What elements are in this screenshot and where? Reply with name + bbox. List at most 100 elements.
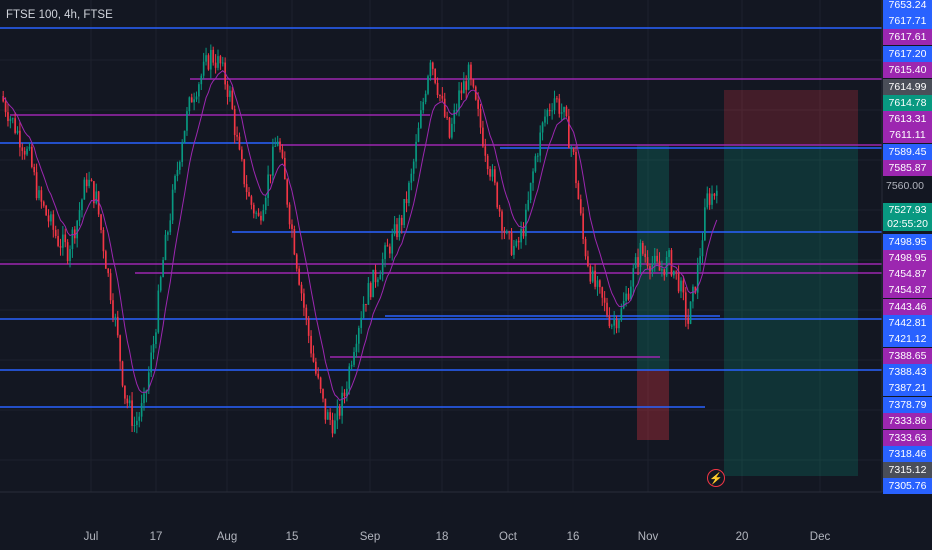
candle-body xyxy=(644,253,647,258)
price-axis-tag: 7333.63 xyxy=(883,430,932,446)
candle-body xyxy=(38,190,40,199)
candle-body xyxy=(221,62,224,64)
candle-body xyxy=(541,122,544,133)
price-axis-tag: 7653.24 xyxy=(883,0,932,13)
candle-body xyxy=(424,93,427,102)
candle-body xyxy=(152,344,155,353)
long-position-stop-zone[interactable] xyxy=(724,90,858,145)
candle-body xyxy=(4,101,7,113)
candle-body xyxy=(398,217,401,238)
candle-body xyxy=(300,284,303,294)
candle-body xyxy=(133,425,136,427)
candle-body xyxy=(618,320,620,329)
candle-body xyxy=(704,207,706,241)
candle-body xyxy=(701,240,704,257)
candle-body xyxy=(45,205,47,216)
candle-body xyxy=(467,64,470,90)
candle-body xyxy=(675,270,678,272)
candle-body xyxy=(59,245,62,248)
candle-body xyxy=(214,62,217,68)
candle-body xyxy=(336,406,339,421)
horizontal-levels[interactable] xyxy=(0,27,882,408)
candle-body xyxy=(365,304,367,306)
candle-body xyxy=(171,189,174,221)
time-axis-label: Nov xyxy=(637,531,659,543)
time-axis-label: 15 xyxy=(285,531,299,543)
price-axis-tag: 7387.21 xyxy=(883,380,932,396)
candle-body xyxy=(599,280,601,288)
candle-body xyxy=(14,118,16,133)
entry-zone-green xyxy=(637,145,669,370)
candle-body xyxy=(276,141,279,146)
candle-body xyxy=(193,99,195,103)
candle-body xyxy=(630,286,632,300)
candle-body xyxy=(57,235,59,246)
candle-body xyxy=(496,182,499,208)
current-price: 7527.93 xyxy=(888,204,927,216)
candle-body xyxy=(255,212,258,214)
candle-body xyxy=(245,184,248,193)
candle-body xyxy=(54,229,57,236)
time-axis-label: 18 xyxy=(435,531,449,543)
candle-body xyxy=(565,106,568,117)
candle-body xyxy=(47,215,50,222)
candle-body xyxy=(529,182,532,201)
candle-body xyxy=(608,315,611,327)
candle-body xyxy=(219,56,222,64)
candle-body xyxy=(649,266,651,272)
candle-body xyxy=(584,239,587,257)
price-axis-tag: 7611.11 xyxy=(883,127,932,143)
candle-body xyxy=(324,398,327,420)
candle-body xyxy=(596,280,599,287)
candle-body xyxy=(420,110,422,128)
candle-body xyxy=(140,403,143,417)
candle-body xyxy=(81,199,83,211)
candle-body xyxy=(522,228,525,237)
candle-body xyxy=(131,400,133,426)
candle-body xyxy=(85,179,88,187)
price-axis-tag: 7454.87 xyxy=(883,266,932,282)
price-axis-tag: 7617.20 xyxy=(883,46,932,62)
candle-body xyxy=(460,90,463,94)
chart-grid xyxy=(0,0,882,492)
candle-body xyxy=(157,290,160,333)
candle-body xyxy=(272,146,274,176)
candle-body xyxy=(174,176,176,190)
candle-body xyxy=(116,316,119,336)
candle-body xyxy=(441,95,444,99)
candle-body xyxy=(622,300,625,309)
candle-body xyxy=(417,127,420,142)
candle-body xyxy=(360,317,363,328)
candle-body xyxy=(479,108,482,128)
candle-body xyxy=(443,98,446,117)
candle-body xyxy=(267,174,269,198)
candle-body xyxy=(50,214,52,222)
candle-body xyxy=(350,364,353,367)
moving-average-line xyxy=(2,70,718,402)
candle-body xyxy=(396,224,398,238)
candle-body xyxy=(551,110,553,112)
symbol-title[interactable]: FTSE 100, 4h, FTSE xyxy=(6,9,113,21)
long-position-target-zone[interactable] xyxy=(724,145,858,476)
candle-body xyxy=(293,228,296,255)
time-axis-label: Sep xyxy=(359,531,381,543)
candle-body xyxy=(606,302,608,316)
candle-body xyxy=(264,197,267,211)
candle-body xyxy=(155,332,157,345)
time-axis-label: 20 xyxy=(735,531,749,543)
candle-body xyxy=(186,111,188,131)
price-axis-tag: 7388.43 xyxy=(883,364,932,380)
price-axis-tag: 7442.81 xyxy=(883,315,932,331)
candle-body xyxy=(455,109,458,111)
candle-body xyxy=(164,234,167,260)
candle-body xyxy=(515,240,518,246)
candle-body xyxy=(274,145,277,147)
candle-body xyxy=(310,335,312,354)
candle-body xyxy=(200,75,203,85)
candle-body xyxy=(405,198,408,204)
candle-body xyxy=(579,199,582,214)
candle-body xyxy=(465,81,468,90)
lightning-icon[interactable]: ⚡ xyxy=(707,469,725,487)
candle-body xyxy=(107,268,110,274)
